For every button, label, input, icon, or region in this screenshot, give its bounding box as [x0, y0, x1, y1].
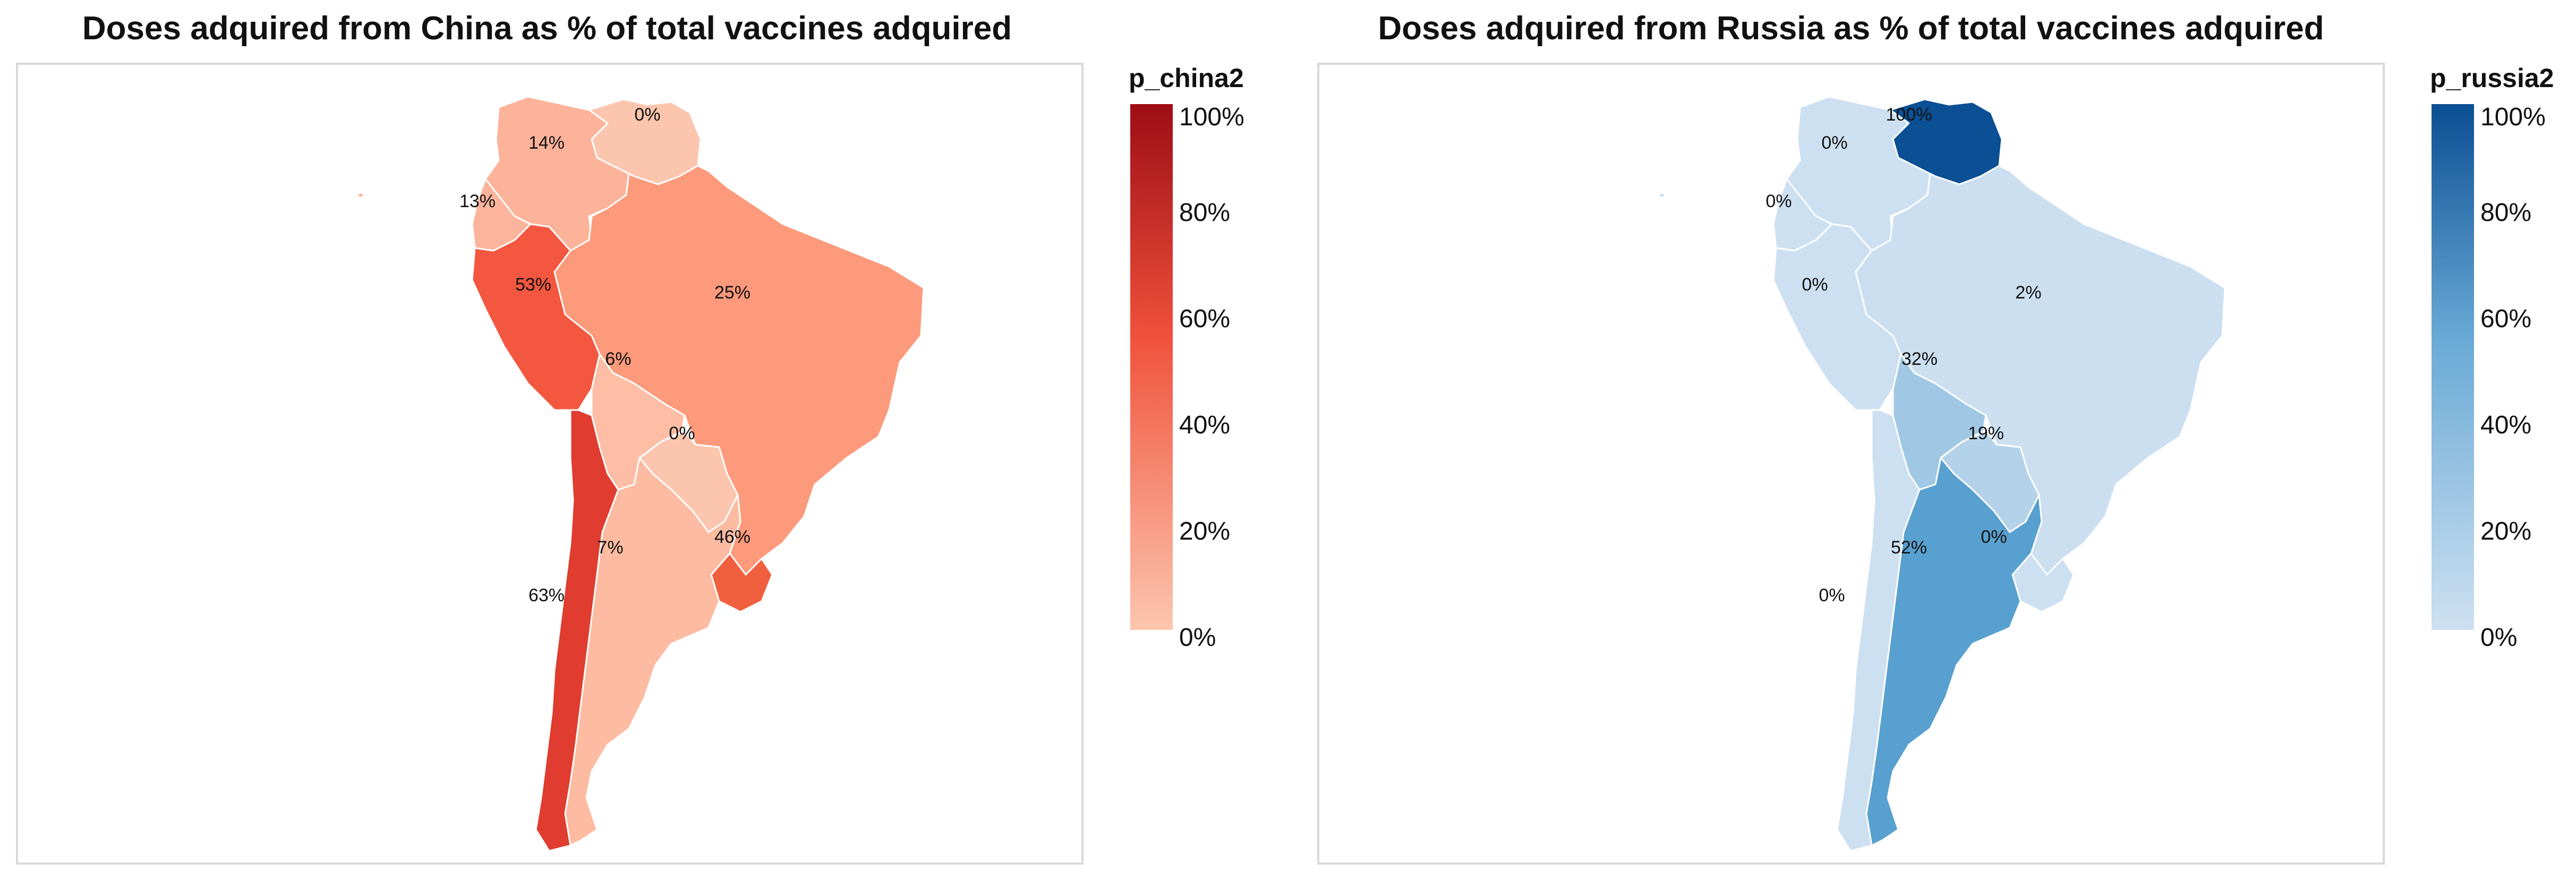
- russia-label-venezuela: 100%: [1886, 105, 1932, 125]
- russia-label-ecuador: 0%: [1765, 191, 1792, 211]
- china-choropleth: 14% 0% 13% 53% 25% 6% 0% 46% 7% 63%: [358, 96, 925, 852]
- russia-label-argentina: 52%: [1891, 537, 1927, 558]
- china-label-venezuela: 0%: [634, 105, 660, 125]
- china-legend-tick-60: 60%: [1179, 305, 1231, 333]
- russia-legend-tick-0: 0%: [2480, 624, 2518, 652]
- russia-map-frame: 0% 100% 0% 0% 2% 32% 19% 0% 52% 0%: [1317, 63, 2385, 865]
- china-legend-tick-80: 80%: [1179, 199, 1231, 227]
- china-map-panel: Doses adquired from China as % of total …: [0, 0, 1285, 879]
- china-label-brazil: 25%: [714, 283, 750, 303]
- russia-legend-tick-100: 100%: [2480, 103, 2546, 131]
- russia-legend-tick-80: 80%: [2480, 199, 2532, 227]
- china-label-bolivia: 6%: [605, 349, 631, 369]
- china-label-uruguay: 46%: [714, 527, 750, 547]
- china-map-frame: 14% 0% 13% 53% 25% 6% 0% 46% 7% 63%: [16, 63, 1084, 865]
- russia-legend-tick-40: 40%: [2480, 411, 2532, 439]
- china-legend-tick-20: 20%: [1179, 517, 1231, 545]
- russia-map-title: Doses adquired from Russia as % of total…: [1378, 10, 2324, 47]
- russia-label-colombia: 0%: [1821, 133, 1847, 153]
- china-label-colombia: 14%: [528, 133, 565, 153]
- china-legend-colorbar: [1130, 104, 1173, 630]
- russia-label-uruguay: 0%: [1981, 527, 2007, 547]
- russia-legend-colorbar: [2432, 104, 2474, 630]
- russia-legend-tick-20: 20%: [2480, 517, 2532, 545]
- russia-galapagos-islands: [1659, 193, 1665, 197]
- russia-region-chile: [1836, 409, 1921, 852]
- russia-label-paraguay: 19%: [1968, 423, 2004, 443]
- russia-label-peru: 0%: [1802, 275, 1828, 295]
- russia-label-chile: 0%: [1819, 585, 1845, 605]
- russia-label-brazil: 2%: [2015, 283, 2041, 303]
- china-label-ecuador: 13%: [459, 191, 496, 211]
- russia-legend: p_russia2 100% 80% 60% 40% 20% 0%: [2430, 63, 2573, 652]
- russia-map-panel: Doses adquired from Russia as % of total…: [1301, 0, 2576, 879]
- russia-label-bolivia: 32%: [1901, 349, 1938, 369]
- china-label-peru: 53%: [515, 275, 551, 295]
- china-label-chile: 63%: [528, 585, 565, 605]
- china-region-chile: [535, 409, 619, 852]
- china-legend-tick-100: 100%: [1179, 103, 1244, 131]
- china-label-paraguay: 0%: [669, 423, 695, 443]
- china-legend-tick-40: 40%: [1179, 411, 1231, 439]
- russia-legend-title: p_russia2: [2430, 63, 2554, 93]
- china-legend: p_china2 100% 80% 60% 40% 20% 0%: [1129, 63, 1283, 652]
- russia-legend-tick-60: 60%: [2480, 305, 2532, 333]
- china-legend-tick-0: 0%: [1179, 624, 1216, 652]
- china-galapagos-islands: [358, 193, 363, 197]
- china-map-title: Doses adquired from China as % of total …: [82, 10, 1012, 47]
- russia-choropleth: 0% 100% 0% 0% 2% 32% 19% 0% 52% 0%: [1659, 96, 2226, 852]
- china-label-argentina: 7%: [597, 537, 623, 558]
- china-legend-title: p_china2: [1129, 63, 1244, 93]
